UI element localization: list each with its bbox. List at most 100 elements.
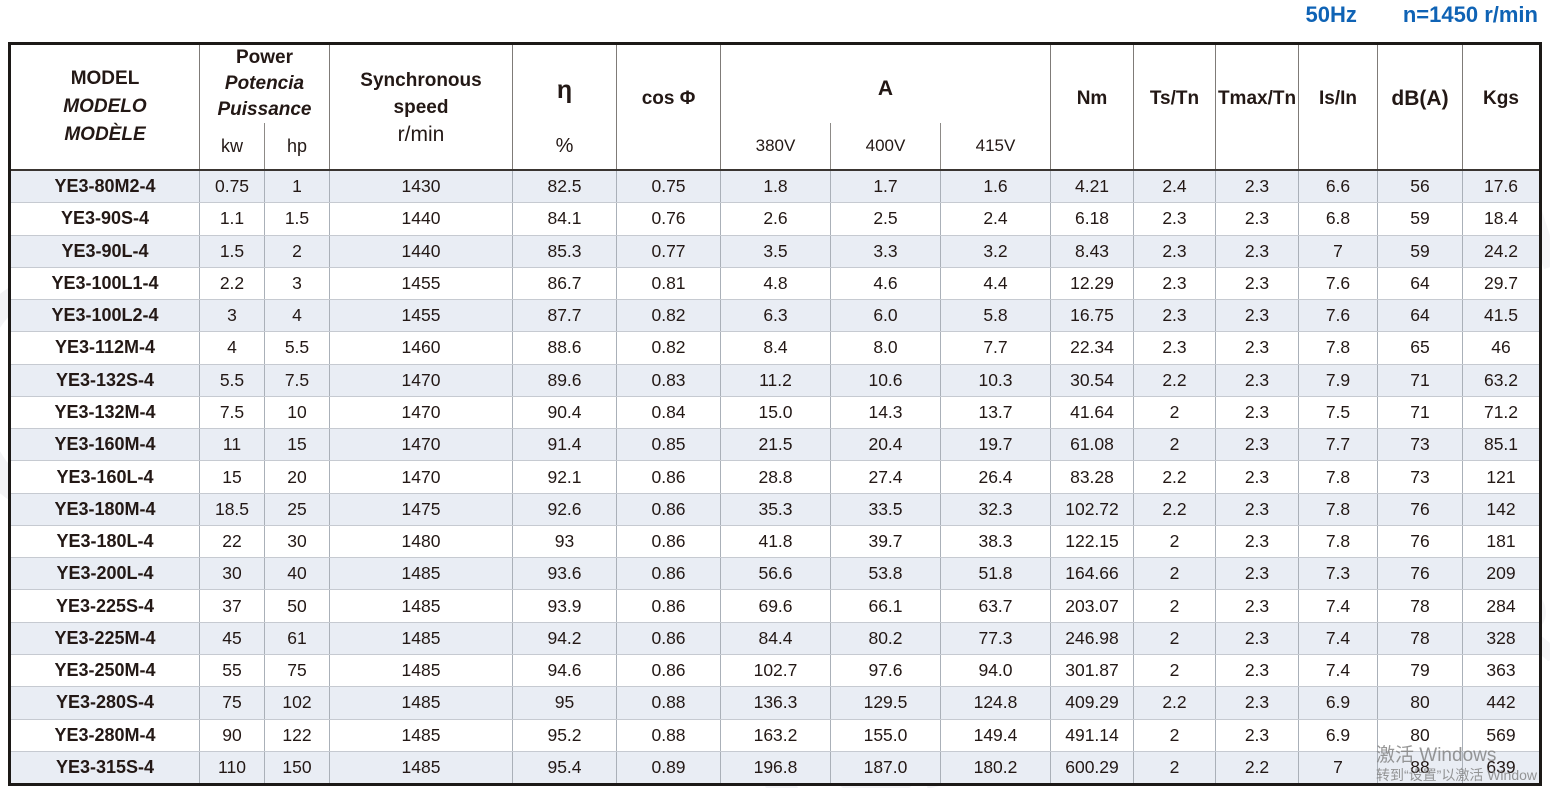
value-cell: 6.18: [1051, 203, 1134, 235]
value-cell: 63.2: [1483, 369, 1519, 390]
value-cell: 6.9: [1299, 687, 1378, 719]
value-cell: 102: [265, 687, 330, 719]
value-cell: 2.4: [941, 203, 1051, 235]
value-cell: 0.82: [617, 300, 721, 332]
value-cell: 2: [1134, 622, 1216, 654]
value-cell: 0.77: [617, 235, 721, 267]
value-cell: 2.2: [1216, 751, 1299, 784]
value-cell: 76: [1378, 558, 1463, 590]
value-cell: 1485: [330, 654, 513, 687]
value-cell: 6.3: [721, 300, 831, 332]
value-cell: 85.1: [1483, 434, 1519, 455]
value-cell: 7.8: [1299, 332, 1378, 364]
value-cell: 0.83: [617, 364, 721, 396]
value-cell: 75: [265, 654, 330, 687]
table-row: YE3-225S-4 37 50 1485 93.9 0.86 69.6 66.1 63.7 20…: [11, 589, 1539, 622]
value-cell: 55: [200, 654, 265, 687]
value-cell: 0.84: [617, 396, 721, 429]
value-cell: 150: [265, 751, 330, 784]
value-cell: 110: [200, 751, 265, 784]
model-label-es: MODELO: [63, 96, 147, 117]
value-cell: 88: [1378, 751, 1463, 784]
value-cell: 196.8: [721, 751, 831, 784]
value-cell: 2.3: [1216, 622, 1299, 654]
value-cell: 2.5: [831, 203, 941, 235]
motor-spec-table: MODEL MODELO MODÈLE Power Potencia Puiss…: [8, 42, 1542, 786]
eta-symbol: η: [556, 75, 573, 104]
value-cell: 0.89: [617, 751, 721, 784]
value-cell: 2.3: [1134, 332, 1216, 364]
sync-unit: r/min: [397, 122, 445, 146]
value-cell: 84.1: [513, 203, 617, 235]
value-cell: 7.8: [1299, 461, 1378, 493]
value-cell: 1460: [330, 332, 513, 364]
value-cell: 29.7: [1483, 272, 1519, 293]
value-cell: 2.3: [1216, 396, 1299, 429]
value-cell: 2.3: [1134, 300, 1216, 332]
value-cell: 2.3: [1134, 267, 1216, 300]
value-cell: 53.8: [831, 558, 941, 590]
model-cell: YE3-160L-4: [11, 461, 200, 493]
value-cell: 163.2: [721, 719, 831, 751]
value-cell: 1470: [330, 429, 513, 461]
model-cell: YE3-225M-4: [11, 622, 200, 654]
value-cell: 2: [1134, 751, 1216, 784]
value-cell: 87.7: [513, 300, 617, 332]
value-cell: 1455: [330, 300, 513, 332]
value-cell: 66.1: [831, 590, 941, 622]
value-cell: 6.6: [1299, 171, 1378, 203]
power-label-fr: Puissance: [217, 99, 312, 120]
value-cell: 2: [1134, 654, 1216, 687]
col-header-is-in: Is/In: [1299, 45, 1378, 169]
value-cell: 12.29: [1051, 267, 1134, 300]
value-cell: 11: [200, 429, 265, 461]
value-cell: 0.75: [200, 171, 265, 203]
value-cell: 95.4: [513, 751, 617, 784]
value-cell: 4.8: [721, 267, 831, 300]
value-cell: 61.08: [1051, 429, 1134, 461]
value-cell: 94.6: [513, 654, 617, 687]
value-cell: 80: [1378, 687, 1463, 719]
value-cell: 187.0: [831, 751, 941, 784]
value-cell: 2.2: [200, 267, 265, 300]
value-cell: 181: [1486, 531, 1516, 552]
value-cell: 1440: [330, 203, 513, 235]
value-cell: 90.4: [513, 396, 617, 429]
value-cell: 5.5: [200, 364, 265, 396]
value-cell: 77.3: [941, 622, 1051, 654]
value-cell: 88.6: [513, 332, 617, 364]
col-header-hp: hp: [264, 123, 329, 169]
table-row: YE3-100L2-4 3 4 1455 87.7 0.82 6.3 6.0 5.8 16.75 2…: [11, 299, 1539, 332]
table-row: YE3-280M-4 90 122 1485 95.2 0.88 163.2 155.0 149…: [11, 718, 1539, 751]
value-cell: 0.86: [617, 622, 721, 654]
value-cell: 2.3: [1134, 235, 1216, 267]
value-cell: 93.6: [513, 558, 617, 590]
value-cell: 56.6: [721, 558, 831, 590]
model-cell: YE3-160M-4: [11, 429, 200, 461]
value-cell: 89.6: [513, 364, 617, 396]
value-cell: 122.15: [1051, 525, 1134, 558]
value-cell: 363: [1486, 660, 1516, 681]
col-header-dba: dB(A): [1378, 45, 1463, 169]
value-cell: 1485: [330, 751, 513, 784]
value-cell: 2: [1134, 590, 1216, 622]
value-cell: 71.2: [1483, 401, 1519, 422]
value-cell: 79: [1378, 654, 1463, 687]
value-cell: 5.5: [265, 332, 330, 364]
value-cell: 1: [265, 171, 330, 203]
sync-label-1: Synchronous: [360, 69, 482, 91]
value-cell: 639: [1486, 756, 1516, 777]
value-cell: 33.5: [831, 493, 941, 525]
value-cell: 30.54: [1051, 364, 1134, 396]
value-cell: 40: [265, 558, 330, 590]
value-cell: 3.5: [721, 235, 831, 267]
table-row: YE3-200L-4 30 40 1485 93.6 0.86 56.6 53.8 51.8 16…: [11, 557, 1539, 590]
value-cell: 82.5: [513, 171, 617, 203]
table-body: YE3-80M2-4 0.75 1 1430 82.5 0.75 1.8 1.7 1.6 4.21…: [11, 171, 1539, 784]
col-header-380v: 380V: [755, 136, 796, 155]
col-header-kgs: Kgs: [1463, 45, 1539, 169]
value-cell: 2.3: [1216, 332, 1299, 364]
value-cell: 20.4: [831, 429, 941, 461]
value-cell: 0.86: [617, 654, 721, 687]
value-cell: 30: [265, 525, 330, 558]
